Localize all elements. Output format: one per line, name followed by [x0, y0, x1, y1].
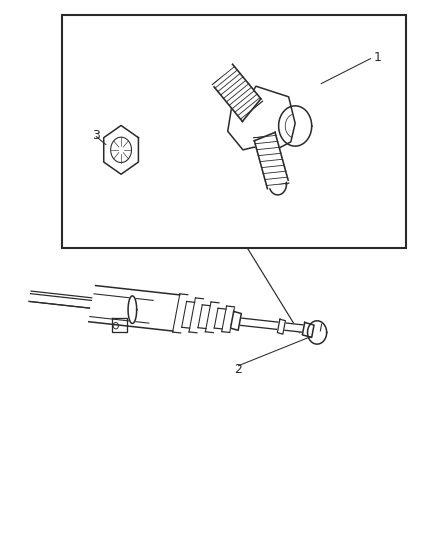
- Polygon shape: [230, 311, 241, 330]
- Polygon shape: [307, 321, 327, 344]
- Polygon shape: [104, 125, 138, 174]
- Polygon shape: [29, 291, 115, 311]
- Polygon shape: [302, 322, 314, 337]
- Polygon shape: [254, 132, 288, 189]
- Polygon shape: [173, 294, 188, 333]
- Polygon shape: [222, 306, 235, 333]
- Polygon shape: [269, 174, 286, 195]
- FancyBboxPatch shape: [62, 14, 406, 248]
- Polygon shape: [214, 308, 226, 329]
- Polygon shape: [254, 132, 288, 189]
- Polygon shape: [128, 296, 137, 324]
- Polygon shape: [29, 294, 115, 311]
- Polygon shape: [279, 106, 312, 146]
- Polygon shape: [205, 302, 219, 333]
- Polygon shape: [231, 317, 304, 332]
- Text: 3: 3: [92, 128, 100, 141]
- Text: 2: 2: [234, 364, 242, 376]
- Polygon shape: [277, 319, 286, 334]
- Polygon shape: [182, 302, 194, 328]
- Polygon shape: [214, 64, 261, 122]
- Polygon shape: [189, 298, 203, 333]
- Polygon shape: [112, 318, 127, 333]
- Text: 1: 1: [374, 51, 381, 63]
- Polygon shape: [228, 86, 295, 150]
- Polygon shape: [198, 305, 210, 328]
- Polygon shape: [90, 294, 153, 323]
- Polygon shape: [91, 300, 93, 310]
- Polygon shape: [89, 286, 180, 331]
- Polygon shape: [214, 64, 261, 122]
